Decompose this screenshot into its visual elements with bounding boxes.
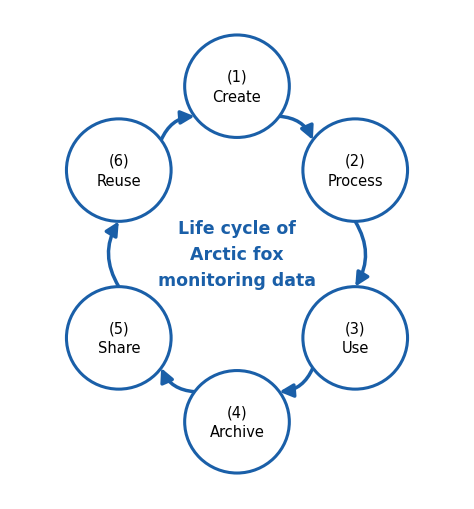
FancyArrowPatch shape [106,225,119,287]
Text: (1)
Create: (1) Create [213,70,261,104]
FancyArrowPatch shape [161,112,191,141]
FancyArrowPatch shape [355,222,368,284]
Ellipse shape [66,287,171,389]
Ellipse shape [185,371,289,473]
Text: (3)
Use: (3) Use [342,321,369,356]
Ellipse shape [303,287,408,389]
Text: (5)
Share: (5) Share [98,321,140,356]
Ellipse shape [303,120,408,222]
FancyArrowPatch shape [283,368,313,397]
FancyArrowPatch shape [162,372,195,392]
Text: (4)
Archive: (4) Archive [210,405,264,439]
Text: (2)
Process: (2) Process [328,153,383,188]
Text: (6)
Reuse: (6) Reuse [97,153,141,188]
Ellipse shape [185,36,289,138]
Text: Life cycle of
Arctic fox
monitoring data: Life cycle of Arctic fox monitoring data [158,219,316,290]
Ellipse shape [66,120,171,222]
FancyArrowPatch shape [279,117,312,137]
